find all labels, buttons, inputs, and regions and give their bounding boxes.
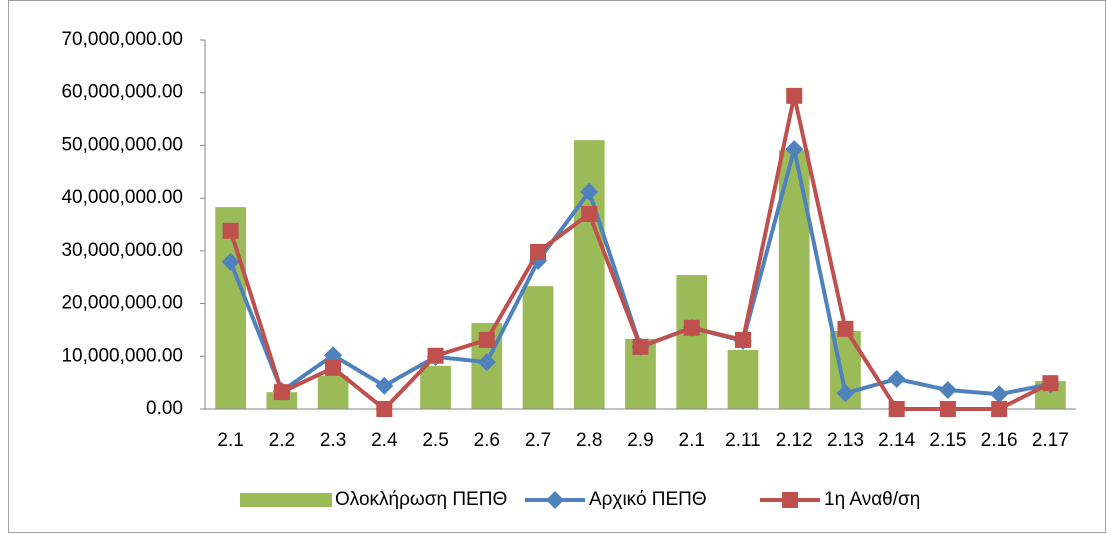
square-marker — [734, 331, 751, 348]
x-tick-label: 2.15 — [929, 430, 966, 451]
x-tick-label: 2.14 — [878, 430, 915, 451]
square-marker — [939, 401, 956, 417]
legend-label: Αρχικό ΠΕΠΘ — [589, 489, 707, 510]
y-tick-label: 0.00 — [146, 398, 183, 419]
diamond-marker — [580, 182, 599, 201]
square-marker — [222, 222, 239, 239]
square-marker — [632, 338, 649, 355]
chart-border — [8, 0, 1106, 533]
x-tick-label: 2.12 — [776, 430, 813, 451]
square-marker — [683, 319, 700, 336]
diamond-marker — [887, 369, 906, 388]
square-marker — [837, 320, 854, 337]
y-tick-label: 30,000,000.00 — [61, 240, 183, 261]
square-marker — [888, 401, 905, 417]
bar — [420, 365, 451, 409]
bar — [727, 349, 759, 409]
x-tick-label: 2.9 — [627, 430, 653, 451]
y-tick-label: 70,000,000.00 — [61, 29, 183, 50]
x-tick-label: 2.2 — [269, 430, 295, 451]
x-tick-label: 2.13 — [827, 430, 864, 451]
legend-marker — [546, 491, 564, 509]
x-tick-label: 2.4 — [371, 430, 398, 451]
square-marker — [1042, 375, 1059, 392]
diamond-marker — [785, 140, 804, 159]
bar — [215, 207, 246, 409]
x-tick-label: 2.8 — [576, 430, 602, 451]
y-tick-label: 10,000,000.00 — [61, 345, 183, 366]
square-marker — [376, 401, 393, 417]
diamond-marker — [938, 381, 957, 400]
legend-swatch — [240, 493, 332, 507]
diamond-marker — [990, 385, 1009, 404]
x-tick-label: 2.6 — [474, 430, 500, 451]
x-tick-label: 2.7 — [525, 430, 551, 451]
x-tick-label: 2.17 — [1032, 430, 1069, 451]
bar — [573, 140, 605, 409]
diamond-marker — [221, 252, 240, 271]
square-marker — [325, 359, 342, 376]
y-tick-label: 60,000,000.00 — [61, 82, 183, 103]
x-tick-label: 2.11 — [725, 430, 761, 451]
square-marker — [530, 243, 547, 260]
y-tick-label: 50,000,000.00 — [61, 134, 183, 155]
legend-marker — [782, 492, 798, 508]
x-tick-label: 2.5 — [422, 430, 448, 451]
diamond-marker — [375, 376, 394, 395]
legend-label: Ολοκλήρωση ΠΕΠΘ — [335, 489, 507, 510]
diamond-marker — [324, 346, 343, 365]
x-tick-label: 2.1 — [217, 430, 243, 451]
bar — [317, 375, 349, 409]
x-tick-label: 2.3 — [320, 430, 346, 451]
y-tick-label: 20,000,000.00 — [61, 293, 183, 314]
square-marker — [273, 384, 290, 401]
diamond-marker — [477, 353, 496, 372]
square-marker — [427, 347, 444, 364]
x-tick-label: 2.16 — [981, 430, 1018, 451]
diamond-marker — [836, 384, 855, 403]
legend-label: 1η Αναθ/ση — [824, 489, 920, 510]
square-marker — [786, 87, 803, 104]
square-marker — [991, 401, 1008, 417]
x-tick-label: 2.1 — [679, 430, 705, 451]
y-tick-label: 40,000,000.00 — [61, 187, 183, 208]
square-marker — [478, 331, 495, 348]
bar — [522, 286, 554, 409]
bar — [676, 275, 708, 409]
square-marker — [581, 205, 598, 222]
